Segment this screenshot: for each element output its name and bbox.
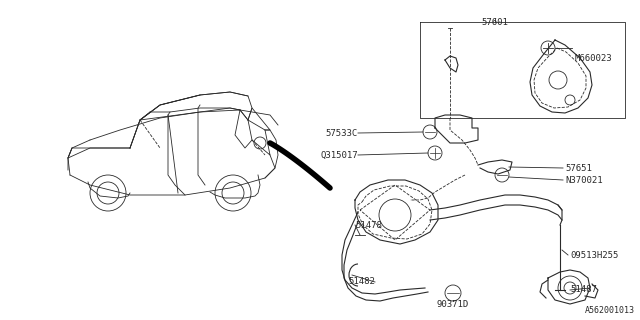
Text: 51482: 51482	[348, 277, 375, 286]
Text: 57601: 57601	[481, 18, 508, 27]
Text: 51478: 51478	[355, 220, 382, 229]
Text: N370021: N370021	[565, 175, 603, 185]
Text: M660023: M660023	[575, 53, 612, 62]
Text: Q315017: Q315017	[321, 150, 358, 159]
Text: 57651: 57651	[565, 164, 592, 172]
Text: A562001013: A562001013	[585, 306, 635, 315]
Text: 90371D: 90371D	[437, 300, 469, 309]
Text: 51487: 51487	[570, 285, 597, 294]
Text: 09513H255: 09513H255	[570, 251, 618, 260]
Text: 57533C: 57533C	[326, 129, 358, 138]
